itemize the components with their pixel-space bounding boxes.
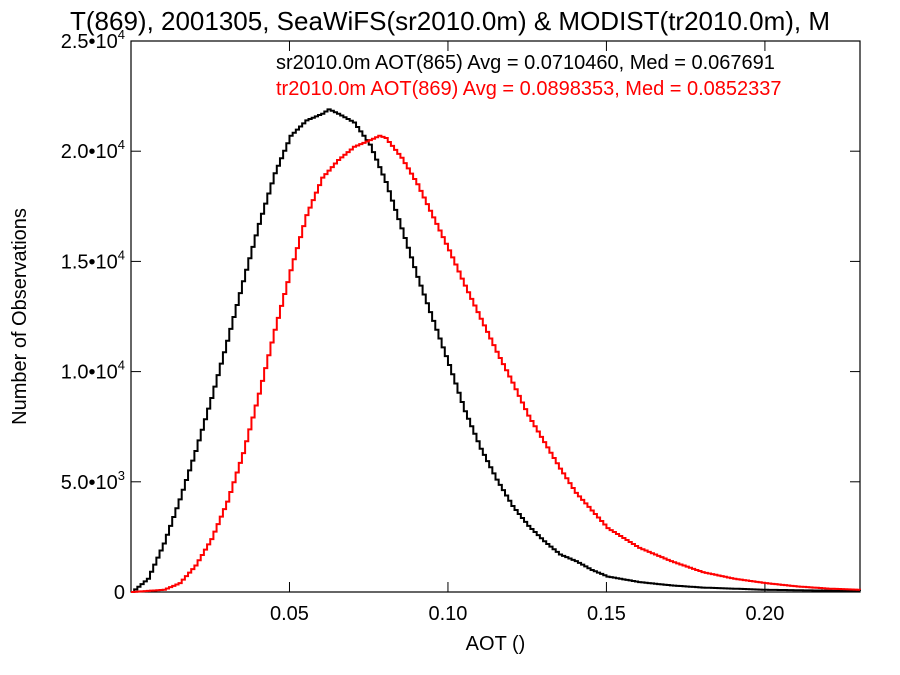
chart-title: T(869), 2001305, SeaWiFS(sr2010.0m) & MO… xyxy=(70,6,830,36)
x-axis-title: AOT () xyxy=(466,633,526,655)
y-tick-label: 0 xyxy=(114,582,125,604)
y-axis: 0 5.0•103 1.0•104 1.5•104 2.0•104 2.5•104 xyxy=(61,27,860,604)
plot-frame xyxy=(130,40,861,593)
y-tick-label: 1.5•104 xyxy=(61,247,125,273)
legend-entry: tr2010.0m AOT(869) Avg = 0.0898353, Med … xyxy=(276,78,782,100)
legend: sr2010.0m AOT(865) Avg = 0.0710460, Med … xyxy=(276,52,782,100)
series-layer xyxy=(131,108,861,593)
x-tick-label: 0.05 xyxy=(270,603,309,625)
legend-entry: sr2010.0m AOT(865) Avg = 0.0710460, Med … xyxy=(276,52,775,74)
histogram-series-1 xyxy=(131,108,861,593)
x-axis: 0.05 0.10 0.15 0.20 xyxy=(270,41,784,625)
y-axis-title: Number of Observations xyxy=(9,208,31,425)
histogram-series-2 xyxy=(131,134,861,593)
x-tick-label: 0.15 xyxy=(587,603,626,625)
y-tick-label: 2.0•104 xyxy=(61,137,125,163)
y-tick-label: 1.0•104 xyxy=(61,358,125,384)
y-tick-label: 2.5•104 xyxy=(61,27,125,53)
x-tick-label: 0.20 xyxy=(745,603,784,625)
y-tick-label: 5.0•103 xyxy=(61,468,125,494)
x-tick-label: 0.10 xyxy=(428,603,467,625)
